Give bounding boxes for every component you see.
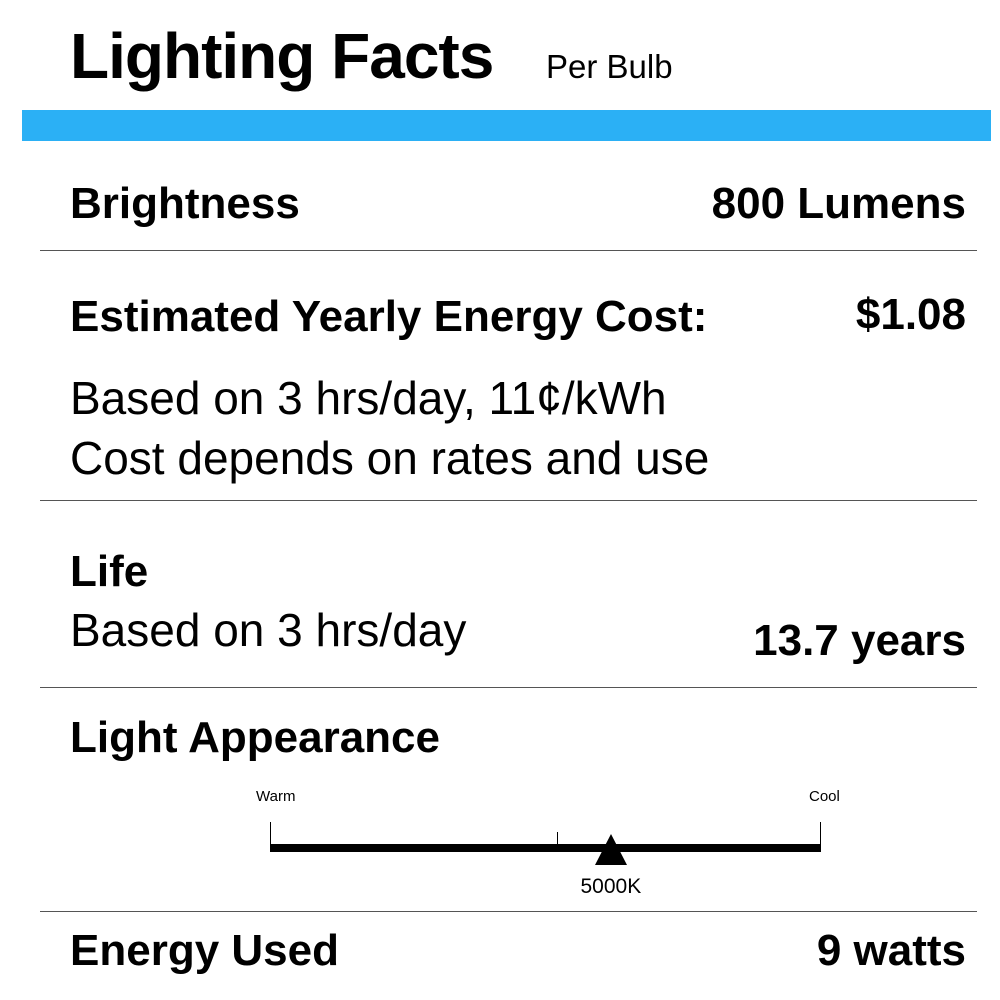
brightness-label: Brightness bbox=[70, 179, 300, 228]
temperature-marker-label: 5000K bbox=[580, 875, 642, 898]
brightness-value: 800 Lumens bbox=[711, 179, 966, 228]
energy-cost-note-2: Cost depends on rates and use bbox=[70, 432, 710, 484]
cool-label: Cool bbox=[809, 788, 840, 805]
energy-cost-value: $1.08 bbox=[855, 290, 966, 339]
divider bbox=[40, 687, 977, 688]
warm-label: Warm bbox=[256, 788, 296, 805]
life-note: Based on 3 hrs/day bbox=[70, 604, 467, 656]
energy-used-label: Energy Used bbox=[70, 926, 339, 975]
page-subtitle: Per Bulb bbox=[546, 48, 673, 85]
energy-cost-note-1: Based on 3 hrs/day, 11¢/kWh bbox=[70, 372, 667, 424]
color-temperature-scale bbox=[270, 844, 821, 852]
accent-bar bbox=[22, 110, 991, 141]
temperature-marker-icon bbox=[595, 834, 627, 865]
divider bbox=[40, 250, 977, 251]
scale-right-tick bbox=[820, 822, 821, 852]
divider bbox=[40, 911, 977, 912]
life-label: Life bbox=[70, 547, 149, 596]
scale-mid-tick bbox=[557, 832, 558, 846]
light-appearance-label: Light Appearance bbox=[70, 713, 440, 762]
energy-cost-label: Estimated Yearly Energy Cost: bbox=[70, 292, 708, 341]
divider bbox=[40, 500, 977, 501]
page-title: Lighting Facts bbox=[70, 20, 494, 92]
life-value: 13.7 years bbox=[753, 616, 966, 665]
energy-used-value: 9 watts bbox=[816, 926, 966, 975]
scale-left-tick bbox=[270, 822, 271, 852]
